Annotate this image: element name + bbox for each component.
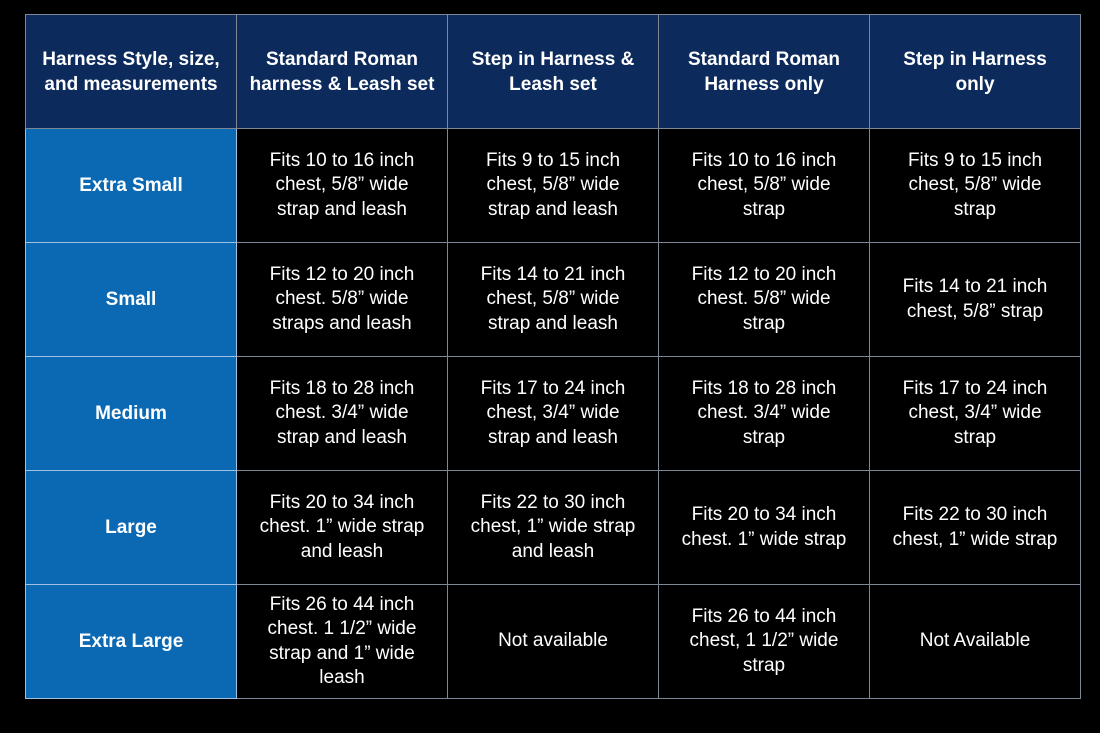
row-size-label: Medium	[25, 356, 237, 471]
header-roman-set: Standard Roman harness & Leash set	[236, 14, 448, 129]
table-cell: Fits 22 to 30 inch chest, 1” wide strap	[869, 470, 1081, 585]
header-step-in-only: Step in Harness only	[869, 14, 1081, 129]
table-cell: Not Available	[869, 584, 1081, 699]
table-cell: Fits 18 to 28 inch chest. 3/4” wide stra…	[236, 356, 448, 471]
table-cell: Fits 17 to 24 inch chest, 3/4” wide stra…	[869, 356, 1081, 471]
header-roman-only: Standard Roman Harness only	[658, 14, 870, 129]
table-row: Small Fits 12 to 20 inch chest. 5/8” wide…	[25, 242, 1081, 357]
table-cell: Fits 14 to 21 inch chest, 5/8” strap	[869, 242, 1081, 357]
row-size-label: Extra Small	[25, 128, 237, 243]
table-cell: Fits 14 to 21 inch chest, 5/8” wide stra…	[447, 242, 659, 357]
table-cell: Not available	[447, 584, 659, 699]
row-size-label: Extra Large	[25, 584, 237, 699]
table-cell: Fits 9 to 15 inch chest, 5/8” wide strap…	[447, 128, 659, 243]
header-step-in-set: Step in Harness & Leash set	[447, 14, 659, 129]
table-row: Large Fits 20 to 34 inch chest. 1” wide s…	[25, 470, 1081, 585]
table-cell: Fits 26 to 44 inch chest, 1 1/2” wide st…	[658, 584, 870, 699]
table-cell: Fits 22 to 30 inch chest, 1” wide strap …	[447, 470, 659, 585]
table-cell: Fits 26 to 44 inch chest. 1 1/2” wide st…	[236, 584, 448, 699]
table-cell: Fits 12 to 20 inch chest. 5/8” wide stra…	[236, 242, 448, 357]
table-row: Medium Fits 18 to 28 inch chest. 3/4” wid…	[25, 356, 1081, 471]
table-cell: Fits 18 to 28 inch chest. 3/4” wide stra…	[658, 356, 870, 471]
row-size-label: Large	[25, 470, 237, 585]
table-cell: Fits 20 to 34 inch chest. 1” wide strap	[658, 470, 870, 585]
table-cell: Fits 12 to 20 inch chest. 5/8” wide stra…	[658, 242, 870, 357]
table-cell: Fits 10 to 16 inch chest, 5/8” wide stra…	[658, 128, 870, 243]
header-size-column: Harness Style, size, and measurements	[25, 14, 237, 129]
table-row: Extra Large Fits 26 to 44 inch chest. 1 1…	[25, 584, 1081, 699]
table-cell: Fits 17 to 24 inch chest, 3/4” wide stra…	[447, 356, 659, 471]
table-cell: Fits 10 to 16 inch chest, 5/8” wide stra…	[236, 128, 448, 243]
header-row: Harness Style, size, and measurements St…	[25, 14, 1081, 129]
table-cell: Fits 20 to 34 inch chest. 1” wide strap …	[236, 470, 448, 585]
row-size-label: Small	[25, 242, 237, 357]
table-cell: Fits 9 to 15 inch chest, 5/8” wide strap	[869, 128, 1081, 243]
table-row: Extra Small Fits 10 to 16 inch chest, 5/8…	[25, 128, 1081, 243]
harness-size-table: Harness Style, size, and measurements St…	[25, 14, 1081, 699]
